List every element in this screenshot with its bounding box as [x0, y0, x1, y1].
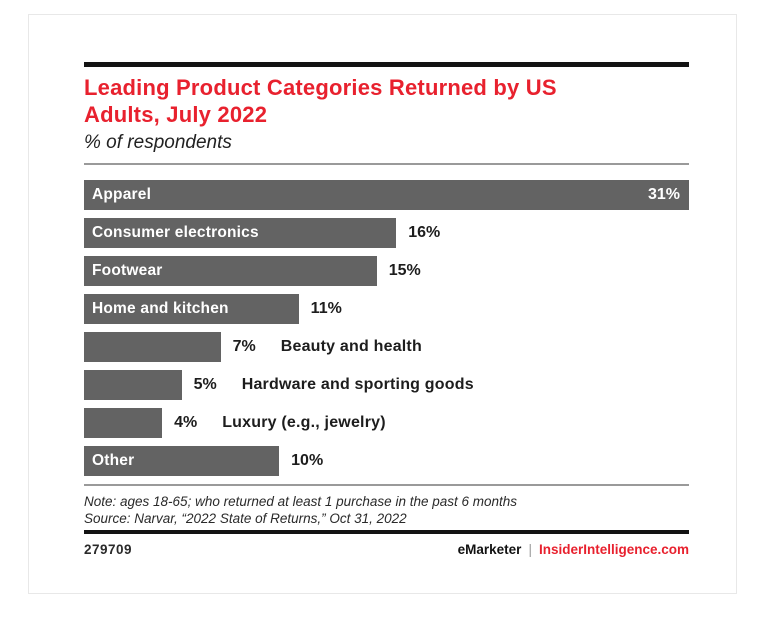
bar-value: 5% [193, 376, 217, 393]
bar-chart: Apparel 31% Consumer electronics 16% Footwea… [84, 180, 689, 476]
bar-label: Beauty and health [280, 338, 422, 355]
bar-label: Luxury (e.g., jewelry) [222, 414, 386, 431]
chart-title: Leading Product Categories Returned by U… [84, 74, 689, 128]
bar-row-consumer-electronics: Consumer electronics 16% [84, 218, 689, 248]
top-rule [84, 62, 689, 67]
chart-content: Leading Product Categories Returned by U… [29, 15, 736, 557]
bar-footwear: Footwear [84, 256, 377, 286]
bar-row-home-and-kitchen: Home and kitchen 11% [84, 294, 689, 324]
bar-value: 11% [310, 300, 342, 317]
bar-value: 4% [174, 414, 198, 431]
bar-label: Apparel [92, 186, 152, 203]
bar-value: 7% [232, 338, 256, 355]
bar-beauty-and-health [84, 332, 221, 362]
bar-row-footwear: Footwear 15% [84, 256, 689, 286]
footnotes: Note: ages 18-65; who returned at least … [84, 493, 689, 527]
chart-note: Note: ages 18-65; who returned at least … [84, 494, 518, 509]
chart-source: Source: Narvar, “2022 State of Returns,”… [84, 511, 407, 526]
bar-row-luxury-e-g-jewelry: 4% Luxury (e.g., jewelry) [84, 408, 689, 438]
brand: eMarketer | InsiderIntelligence.com [458, 542, 689, 557]
brand-emarketer: eMarketer [457, 542, 522, 557]
bar-other: Other [84, 446, 280, 476]
bar-value: 16% [408, 224, 441, 241]
chart-subtitle: % of respondents [84, 132, 232, 153]
bar-label: Other [92, 452, 135, 469]
bar-label: Home and kitchen [92, 300, 229, 317]
footer-rule [84, 530, 689, 534]
chart-card: Leading Product Categories Returned by U… [28, 14, 737, 594]
chart-title-line2: Adults, July 2022 [84, 102, 268, 127]
bar-row-hardware-and-sporting-goods: 5% Hardware and sporting goods [84, 370, 689, 400]
bar-label: Consumer electronics [92, 224, 259, 241]
bar-row-apparel: Apparel 31% [84, 180, 689, 210]
bar-value: 15% [388, 262, 421, 279]
bar-label: Footwear [92, 262, 163, 279]
bar-hardware-and-sporting-goods [84, 370, 182, 400]
bar-home-and-kitchen: Home and kitchen [84, 294, 299, 324]
chart-title-line1: Leading Product Categories Returned by U… [84, 75, 557, 100]
chart-footer: 279709 eMarketer | InsiderIntelligence.c… [84, 542, 689, 557]
chart-id: 279709 [84, 542, 133, 557]
bar-luxury-e-g-jewelry [84, 408, 163, 438]
brand-divider-icon: | [528, 542, 532, 557]
note-rule [84, 484, 689, 486]
bar-value: 10% [291, 452, 324, 469]
brand-insiderintelligence: InsiderIntelligence.com [538, 542, 689, 557]
bar-value: 31% [647, 186, 680, 203]
bar-consumer-electronics: Consumer electronics [84, 218, 397, 248]
bar-apparel: Apparel 31% [84, 180, 689, 210]
subtitle-rule [84, 163, 689, 165]
bar-row-beauty-and-health: 7% Beauty and health [84, 332, 689, 362]
bar-label: Hardware and sporting goods [241, 376, 474, 393]
bar-row-other: Other 10% [84, 446, 689, 476]
